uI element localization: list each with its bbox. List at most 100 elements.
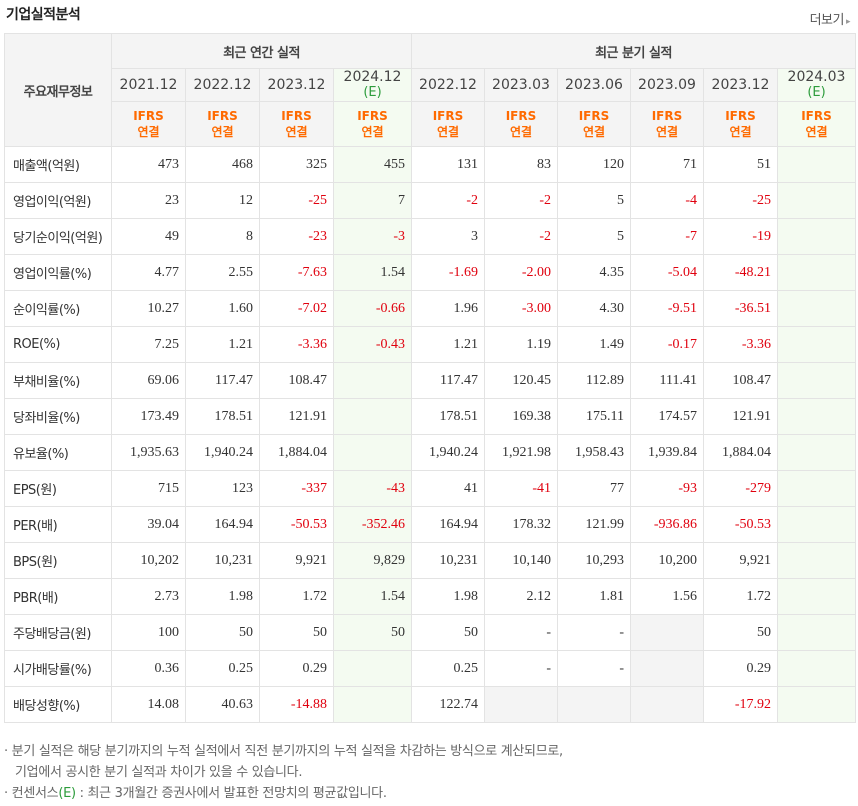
table-row: BPS(원) 10,202 10,231 9,921 9,829 10,231 10,140… bbox=[5, 543, 856, 579]
value-cell: 49 bbox=[112, 219, 186, 255]
period-header: 2023.09 bbox=[631, 69, 704, 102]
value-cell bbox=[778, 291, 856, 327]
value-cell: 14.08 bbox=[112, 687, 186, 723]
period-header: 2022.12 bbox=[186, 69, 260, 102]
value-cell: 4.30 bbox=[558, 291, 631, 327]
value-cell: 455 bbox=[334, 147, 412, 183]
value-cell bbox=[778, 615, 856, 651]
value-cell bbox=[778, 399, 856, 435]
value-cell: 1.54 bbox=[334, 579, 412, 615]
period-label: 2023.03 bbox=[485, 78, 557, 93]
table-row: 당기순이익(억원) 49 8 -23 -3 3 -2 5 -7 -19 bbox=[5, 219, 856, 255]
value-cell: 10,140 bbox=[485, 543, 558, 579]
ifrs-header: IFRS 연결 bbox=[558, 102, 631, 147]
value-cell: 173.49 bbox=[112, 399, 186, 435]
table-row: 순이익률(%) 10.27 1.60 -7.02 -0.66 1.96 -3.00 4.30-… bbox=[5, 291, 856, 327]
value-cell: 0.25 bbox=[412, 651, 485, 687]
value-cell bbox=[778, 147, 856, 183]
period-label: 2023.06 bbox=[558, 78, 630, 93]
value-cell: 1,935.63 bbox=[112, 435, 186, 471]
value-cell: 50 bbox=[704, 615, 778, 651]
row-label: PER(배) bbox=[5, 507, 112, 543]
table-row: 매출액(억원) 473 468 325 455 131 83 120 71 51 bbox=[5, 147, 856, 183]
value-cell: -936.86 bbox=[631, 507, 704, 543]
value-cell bbox=[778, 219, 856, 255]
period-header: 2024.03 (E) bbox=[778, 69, 856, 102]
value-cell: 178.32 bbox=[485, 507, 558, 543]
value-cell: 1.81 bbox=[558, 579, 631, 615]
annual-group-header: 최근 연간 실적 bbox=[112, 34, 412, 69]
value-cell: 5 bbox=[558, 183, 631, 219]
value-cell: 1,958.43 bbox=[558, 435, 631, 471]
value-cell: -0.66 bbox=[334, 291, 412, 327]
value-cell: -25 bbox=[704, 183, 778, 219]
estimate-mark: (E) bbox=[58, 786, 75, 801]
value-cell: 178.51 bbox=[186, 399, 260, 435]
value-cell bbox=[778, 687, 856, 723]
value-cell: 169.38 bbox=[485, 399, 558, 435]
value-cell: 178.51 bbox=[412, 399, 485, 435]
value-cell: -23 bbox=[260, 219, 334, 255]
value-cell bbox=[631, 651, 704, 687]
value-cell: -25 bbox=[260, 183, 334, 219]
value-cell: 468 bbox=[186, 147, 260, 183]
footnote-1-cont: 기업에서 공시한 분기 실적과 차이가 있을 수 있습니다. bbox=[4, 762, 563, 783]
period-header: 2023.12 bbox=[704, 69, 778, 102]
consolidated-label: 연결 bbox=[112, 124, 185, 140]
footnotes: · 분기 실적은 해당 분기까지의 누적 실적에서 직전 분기까지의 누적 실적… bbox=[4, 741, 563, 804]
ifrs-label: IFRS bbox=[334, 108, 411, 124]
value-cell: -3.36 bbox=[704, 327, 778, 363]
table-row: PER(배) 39.04 164.94 -50.53 -352.46 164.94 178.… bbox=[5, 507, 856, 543]
value-cell bbox=[778, 651, 856, 687]
value-cell: 473 bbox=[112, 147, 186, 183]
value-cell: 1.60 bbox=[186, 291, 260, 327]
row-label: 주당배당금(원) bbox=[5, 615, 112, 651]
ifrs-header: IFRS 연결 bbox=[485, 102, 558, 147]
value-cell: 1.49 bbox=[558, 327, 631, 363]
value-cell: -7 bbox=[631, 219, 704, 255]
period-label: 2022.12 bbox=[412, 78, 484, 93]
value-cell: 122.74 bbox=[412, 687, 485, 723]
row-label: 영업이익(억원) bbox=[5, 183, 112, 219]
value-cell: 10,202 bbox=[112, 543, 186, 579]
value-cell: -3.36 bbox=[260, 327, 334, 363]
value-cell bbox=[778, 363, 856, 399]
value-cell: 9,829 bbox=[334, 543, 412, 579]
value-cell: 1.72 bbox=[704, 579, 778, 615]
value-cell: - bbox=[485, 615, 558, 651]
value-cell: 121.91 bbox=[704, 399, 778, 435]
period-label: 2022.12 bbox=[186, 78, 259, 93]
value-cell: -0.43 bbox=[334, 327, 412, 363]
value-cell: 121.99 bbox=[558, 507, 631, 543]
consolidated-label: 연결 bbox=[558, 124, 630, 140]
period-label: 2024.03 bbox=[778, 70, 855, 85]
value-cell: -3.00 bbox=[485, 291, 558, 327]
consolidated-label: 연결 bbox=[260, 124, 333, 140]
row-label: 영업이익률(%) bbox=[5, 255, 112, 291]
value-cell: -1.69 bbox=[412, 255, 485, 291]
value-cell: 51 bbox=[704, 147, 778, 183]
value-cell: 1.54 bbox=[334, 255, 412, 291]
value-cell: 40.63 bbox=[186, 687, 260, 723]
ifrs-label: IFRS bbox=[112, 108, 185, 124]
value-cell: 71 bbox=[631, 147, 704, 183]
value-cell bbox=[334, 435, 412, 471]
value-cell: 325 bbox=[260, 147, 334, 183]
consolidated-label: 연결 bbox=[412, 124, 484, 140]
row-label: BPS(원) bbox=[5, 543, 112, 579]
value-cell: 112.89 bbox=[558, 363, 631, 399]
period-header: 2022.12 bbox=[412, 69, 485, 102]
value-cell bbox=[778, 435, 856, 471]
value-cell: -36.51 bbox=[704, 291, 778, 327]
value-cell: -17.92 bbox=[704, 687, 778, 723]
more-link[interactable]: 더보기 ▸ bbox=[810, 9, 850, 28]
value-cell: 50 bbox=[260, 615, 334, 651]
table-row: 당좌비율(%) 173.49 178.51 121.91 178.51 169.38 175… bbox=[5, 399, 856, 435]
ifrs-header: IFRS 연결 bbox=[334, 102, 412, 147]
ifrs-label: IFRS bbox=[704, 108, 777, 124]
ifrs-label: IFRS bbox=[186, 108, 259, 124]
period-label: 2021.12 bbox=[112, 78, 185, 93]
table-row: EPS(원) 715 123 -337 -43 41 -41 77 -93 -279 bbox=[5, 471, 856, 507]
value-cell: 10,231 bbox=[186, 543, 260, 579]
value-cell: -2 bbox=[412, 183, 485, 219]
